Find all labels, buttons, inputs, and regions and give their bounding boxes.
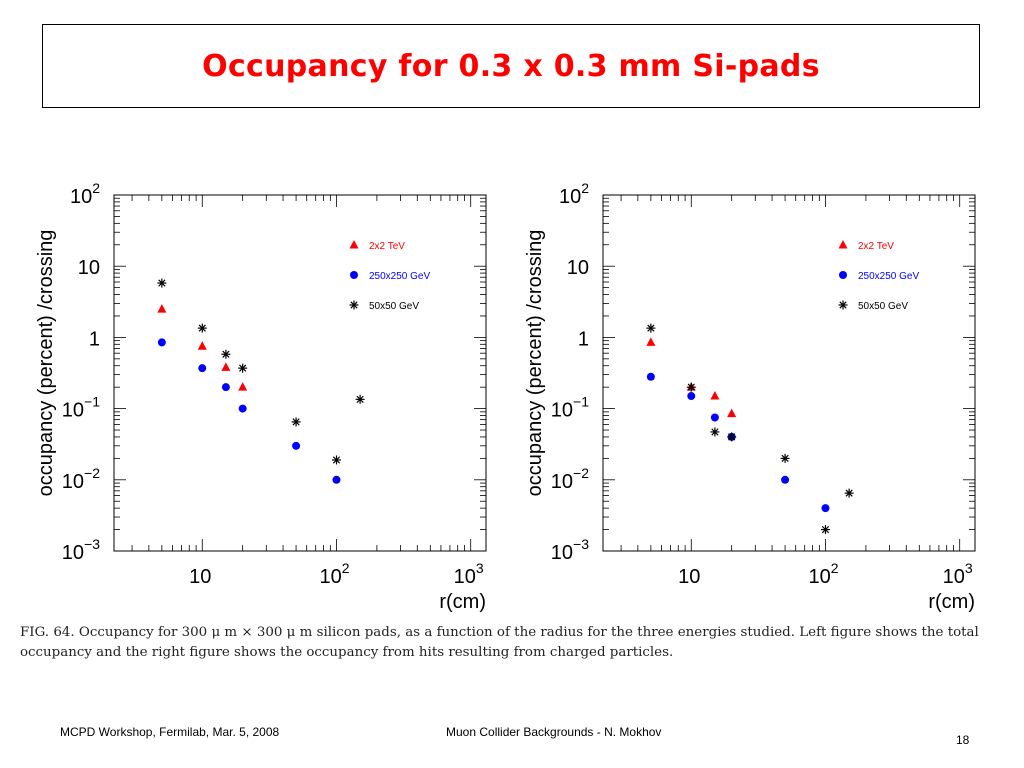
legend-marker [838, 300, 848, 310]
data-point [781, 475, 790, 484]
y-tick-label: 10−2 [62, 465, 100, 493]
y-tick-label: 10−3 [551, 536, 589, 564]
data-point [332, 475, 341, 484]
data-point [686, 382, 696, 392]
y-tick-label: 102 [70, 180, 100, 208]
data-point [844, 488, 854, 498]
data-point [820, 525, 830, 535]
y-tick-label: 10−1 [62, 394, 100, 422]
x-tick-label: 102 [319, 560, 349, 588]
data-point [157, 278, 167, 288]
legend-label: 250x250 GeV [858, 271, 919, 282]
y-axis-label: occupancy (percent) /crossing [35, 230, 57, 497]
legend: 2x2 TeV 250x250 GeV 50x50 GeV [838, 240, 919, 312]
y-tick-label: 10−3 [62, 536, 100, 564]
x-tick-label: 103 [943, 560, 973, 588]
data-point [646, 337, 656, 346]
data-point [292, 441, 301, 450]
y-tick-label: 10 [567, 257, 589, 279]
legend-marker [349, 300, 359, 310]
y-tick-label: 10−1 [551, 394, 589, 422]
legend-label: 50x50 GeV [858, 301, 908, 312]
legend-marker [350, 271, 358, 279]
series [646, 323, 854, 535]
data-point [157, 338, 166, 347]
data-point [198, 364, 207, 373]
figure-caption: FIG. 64. Occupancy for 300 μ m × 300 μ m… [20, 625, 979, 660]
data-point [710, 427, 720, 437]
data-point [157, 304, 167, 313]
plot-frame [602, 194, 976, 552]
data-point [687, 392, 696, 401]
data-point [727, 432, 737, 442]
occupancy-plot-right: 10−3 10−2 10−1 1 10 102 10 102 103 r(cm) occupancy… [524, 180, 976, 613]
series [157, 304, 248, 391]
occupancy-plot-left: 10−3 10−2 10−1 1 10 102 10 102 103 r(cm) occupancy… [35, 180, 487, 613]
axis-ticks [114, 195, 486, 552]
x-tick-label: 10 [189, 566, 211, 588]
footer-event: MCPD Workshop, Fermilab, Mar. 5, 2008 [60, 725, 280, 739]
data-point [710, 413, 719, 422]
series [646, 372, 830, 513]
plot-frame [113, 194, 487, 552]
data-point [221, 383, 230, 392]
legend-marker [838, 240, 848, 249]
axis-ticks [603, 195, 975, 552]
series [157, 278, 365, 465]
data-point [646, 372, 655, 381]
data-point [221, 362, 231, 371]
y-tick-label: 10−2 [551, 465, 589, 493]
page-number: 18 [956, 733, 970, 747]
series [646, 337, 737, 418]
data-point [727, 408, 737, 418]
data-point [238, 382, 248, 391]
y-tick-label: 1 [578, 328, 589, 350]
legend-label: 250x250 GeV [369, 271, 430, 282]
legend: 2x2 TeV 250x250 GeV 50x50 GeV [349, 240, 430, 312]
y-axis-label: occupancy (percent) /crossing [524, 230, 546, 497]
data-point [710, 391, 720, 400]
legend-label: 2x2 TeV [369, 241, 405, 252]
x-axis-label: r(cm) [928, 591, 975, 613]
legend-marker [839, 271, 847, 279]
data-point [331, 455, 341, 465]
data-point [197, 341, 207, 350]
slide-title: Occupancy for 0.3 x 0.3 mm Si-pads [202, 48, 820, 84]
title-box: Occupancy for 0.3 x 0.3 mm Si-pads [42, 24, 980, 108]
y-tick-label: 1 [89, 328, 100, 350]
series [157, 338, 341, 484]
data-point [238, 404, 247, 413]
y-tick-label: 10 [78, 257, 100, 279]
data-point [238, 363, 248, 373]
data-point [646, 323, 656, 333]
data-point [821, 504, 830, 513]
legend-marker [349, 240, 359, 249]
legend-label: 50x50 GeV [369, 301, 419, 312]
x-axis-label: r(cm) [439, 591, 486, 613]
data-point [197, 323, 207, 333]
legend-label: 2x2 TeV [858, 241, 894, 252]
x-tick-label: 10 [678, 566, 700, 588]
data-point [780, 453, 790, 463]
y-tick-label: 102 [559, 180, 589, 208]
x-tick-label: 103 [454, 560, 484, 588]
data-point [355, 394, 365, 404]
footer-talk-title: Muon Collider Backgrounds - N. Mokhov [446, 725, 662, 739]
data-point [221, 349, 231, 359]
x-tick-label: 102 [808, 560, 838, 588]
data-point [291, 417, 301, 427]
